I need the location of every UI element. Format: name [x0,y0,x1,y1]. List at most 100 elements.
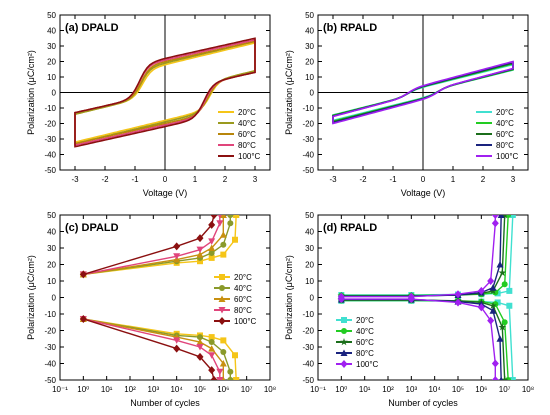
y-tick-label: -30 [44,135,56,144]
x-tick-label: 10¹ [359,385,371,394]
data-point-triangle [219,215,227,218]
y-tick-label: -10 [302,310,314,319]
data-point-diamond [477,286,485,295]
legend-label: 60°C [234,295,252,304]
data-point-circle [227,215,234,218]
legend: 20°C 40°C 60°C 80°C 100°C [218,108,261,161]
data-point-diamond [337,295,345,304]
plot-area [332,60,514,125]
data-point-triangle [489,307,497,314]
x-tick-label: 3 [253,175,258,184]
series-line [83,318,221,380]
y-axis-label: Polarization (μC/cm²) [284,255,294,340]
y-axis-label: Polarization (μC/cm²) [284,50,294,135]
y-tick-label: 0 [310,89,315,98]
y-tick-label: 30 [47,244,56,253]
data-point-circle [227,377,234,380]
data-point-triangle-down [196,246,204,254]
data-point-triangle-down [208,352,216,359]
data-point-diamond [407,295,415,304]
data-point-diamond [218,317,226,325]
data-point-square [509,377,516,380]
y-tick-label: 20 [47,58,56,67]
legend-label: 20°C [496,108,514,117]
data-point-diamond [79,270,87,279]
y-tick-label: -50 [302,376,314,385]
y-tick-label: -30 [302,343,314,352]
y-tick-label: 50 [305,11,314,20]
data-point-diamond [173,344,181,353]
data-point-diamond [173,242,181,251]
y-tick-label: -20 [302,327,314,336]
data-point-square [220,337,227,344]
data-point-diamond [491,376,499,380]
data-point-circle [501,319,508,326]
data-point-star [498,323,507,331]
data-point-triangle [497,215,505,218]
y-tick-label: -50 [44,376,56,385]
data-point-triangle [218,295,226,302]
data-point-diamond [210,215,218,219]
y-tick-label: 30 [305,42,314,51]
y-tick-label: -30 [302,135,314,144]
data-point-diamond [487,316,495,325]
x-axis-label: Voltage (V) [143,188,188,198]
x-tick-label: 10⁵ [194,385,206,394]
y-tick-label: -10 [44,310,56,319]
y-axis-label: Polarization (μC/cm²) [26,50,36,135]
data-point-triangle-down [173,337,181,344]
y-tick-label: 10 [47,277,56,286]
y-tick-label: 40 [305,27,314,36]
legend-label: 100°C [234,317,257,326]
data-point-circle [227,368,234,375]
data-point-triangle-down [196,344,204,351]
y-tick-label: 50 [47,211,56,220]
data-point-triangle [340,349,348,356]
data-point-diamond [491,215,499,219]
x-tick-label: 2 [223,175,228,184]
y-tick-label: -20 [44,120,56,129]
x-tick-label: 10⁸ [264,385,276,394]
y-tick-label: 0 [52,294,57,303]
x-tick-label: -2 [359,175,367,184]
x-tick-label: 2 [481,175,486,184]
plot-area [337,215,516,380]
legend-label: 40°C [356,327,374,336]
x-tick-label: -2 [101,175,109,184]
y-tick-label: -40 [44,151,56,160]
legend-label: 100°C [356,360,379,369]
y-tick-label: -50 [302,166,314,175]
data-point-triangle-down [218,307,226,314]
legend-label: 20°C [234,273,252,282]
x-tick-label: 10⁰ [77,385,89,394]
data-point-star [489,301,497,309]
y-tick-label: 20 [305,261,314,270]
data-point-triangle-down [216,220,224,227]
data-point-square [232,236,238,243]
series-loop [74,37,256,148]
data-point-diamond [340,360,348,368]
y-tick-label: 0 [310,294,315,303]
y-tick-label: 20 [305,58,314,67]
x-axis-label: Number of cycles [388,398,458,408]
x-tick-label: 10⁸ [522,385,534,394]
legend: 20°C 40°C 60°C 80°C 100°C [476,108,519,161]
data-point-circle [197,334,203,341]
y-tick-label: -50 [44,166,56,175]
data-point-diamond [210,376,218,380]
x-tick-label: 10² [382,385,394,394]
panel-title: (b) RPALD [323,22,377,34]
data-point-triangle [219,360,227,367]
data-point-circle [219,285,225,291]
y-tick-label: -20 [302,120,314,129]
data-point-square [208,334,215,341]
y-tick-label: -30 [44,343,56,352]
y-tick-label: 10 [305,73,314,82]
data-point-diamond [491,219,499,228]
y-tick-label: 30 [305,244,314,253]
y-tick-label: 30 [47,42,56,51]
y-tick-label: 50 [305,211,314,220]
data-point-diamond [487,277,495,285]
data-point-square [232,352,238,359]
